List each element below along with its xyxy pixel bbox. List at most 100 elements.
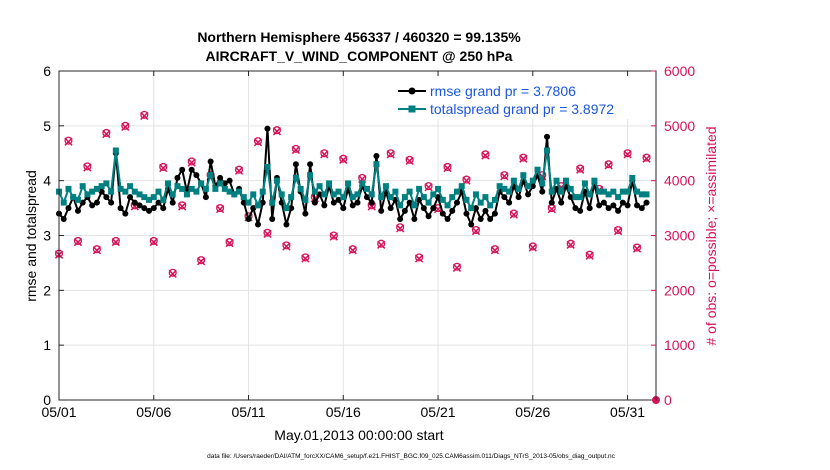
totalspread-point	[387, 194, 394, 201]
rmse-point	[269, 216, 276, 223]
obs-possible-point	[73, 236, 83, 246]
rmse-point	[577, 207, 584, 214]
totalspread-point	[378, 194, 385, 201]
obs-assimilated-point	[301, 254, 310, 263]
obs-possible-point	[623, 149, 632, 158]
obs-assimilated-point	[159, 163, 168, 173]
axis-ticks: 05/01 05/06 05/11 05/16 05/21 05/26 05/31 0 1 2 3 4…	[41, 63, 695, 420]
rmse-point	[202, 194, 209, 201]
rmse-point	[292, 161, 299, 168]
totalspread-point	[596, 188, 603, 195]
totalspread-point	[169, 191, 176, 198]
totalspread-point	[382, 183, 389, 190]
legend-entry-rmse: rmse grand pr = 3.7806	[430, 83, 576, 99]
rmse-point	[283, 221, 290, 228]
obs-assimilated-point	[253, 138, 263, 147]
totalspread-point	[349, 194, 356, 201]
rmse-point	[255, 221, 261, 228]
rmse-point	[378, 207, 385, 214]
rmse-point	[368, 199, 375, 206]
legend-entry-totalspread: totalspread grand pr = 3.8972	[430, 101, 614, 117]
totalspread-point	[577, 194, 584, 201]
y-tick-label: 4	[43, 173, 51, 189]
obs-possible-point	[490, 245, 499, 254]
totalspread-point	[70, 194, 77, 201]
totalspread-point	[439, 196, 446, 203]
rmse-point	[127, 194, 134, 201]
obs-assimilated-point	[405, 156, 414, 166]
rmse-point	[103, 194, 110, 201]
rmse-point	[89, 202, 96, 209]
totalspread-point	[221, 185, 228, 192]
rmse-point	[491, 210, 498, 217]
rmse-point	[506, 199, 513, 206]
totalspread-point	[112, 147, 119, 154]
rmse-point	[79, 199, 86, 206]
obs-possible-point	[604, 160, 613, 169]
rmse-point	[146, 207, 153, 214]
totalspread-point	[558, 188, 565, 195]
chart-title-line1: Northern Hemisphere 456337 / 460320 = 99…	[197, 29, 521, 45]
obs-assimilated-point	[215, 205, 225, 214]
y-right-tick-label: 1000	[664, 337, 695, 353]
rmse-point	[544, 133, 551, 140]
totalspread-point	[373, 161, 380, 168]
obs-possible-point	[415, 253, 424, 262]
rmse-point	[330, 199, 337, 206]
rmse-point	[373, 152, 380, 159]
rmse-point	[572, 205, 579, 212]
totalspread-point	[79, 183, 86, 190]
totalspread-point	[506, 188, 513, 195]
obs-assimilated-point	[604, 161, 613, 170]
totalspread-point	[136, 191, 143, 198]
obs-possible-point	[386, 149, 395, 158]
rmse-point	[354, 199, 361, 206]
totalspread-point	[226, 188, 233, 195]
obs-possible-point	[614, 225, 623, 235]
rmse-point	[174, 174, 181, 181]
obs-possible-point	[216, 204, 225, 213]
rmse-point	[363, 194, 370, 201]
obs-possible-point	[443, 162, 452, 172]
totalspread-point	[619, 188, 626, 195]
rmse-point	[600, 199, 607, 206]
obs-assimilated-point	[320, 150, 329, 159]
y-right-tick-label: 2000	[664, 282, 695, 298]
totalspread-point	[326, 180, 333, 187]
totalspread-point	[435, 185, 442, 192]
rmse-point	[321, 202, 328, 209]
rmse-point	[638, 205, 645, 212]
totalspread-point	[444, 202, 451, 209]
totalspread-point	[65, 185, 72, 192]
rmse-point	[425, 213, 432, 220]
rmse-point	[482, 207, 489, 214]
obs-assimilated-point	[566, 240, 575, 249]
rmse-point	[487, 216, 494, 223]
rmse-point	[311, 199, 318, 206]
rmse-point	[468, 221, 475, 228]
rmse-point	[634, 202, 641, 209]
obs-assimilated-point	[443, 163, 452, 173]
x-tick-label: 05/26	[515, 404, 550, 420]
totalspread-point	[359, 180, 366, 187]
rmse-point	[615, 207, 622, 214]
totalspread-point	[406, 188, 413, 195]
obs-assimilated-point	[149, 237, 158, 247]
obs-assimilated-point	[348, 246, 357, 255]
data-file-footnote: data file: /Users/raeder/DAI/ATM_forcXX/…	[207, 453, 616, 460]
obs-possible-point	[225, 238, 234, 247]
rmse-point	[525, 191, 532, 198]
totalspread-point	[89, 188, 96, 195]
obs-possible-point	[168, 268, 177, 277]
obs-assimilated-point	[519, 154, 528, 163]
totalspread-point	[340, 194, 347, 201]
totalspread-point	[425, 199, 432, 206]
obs-possible-point	[187, 157, 196, 166]
rmse-point	[98, 188, 105, 195]
totalspread-point	[255, 202, 261, 209]
rmse-point	[131, 199, 138, 206]
obs-assimilated-point	[263, 229, 272, 238]
totalspread-point	[74, 196, 81, 203]
obs-possible-point	[301, 253, 310, 262]
